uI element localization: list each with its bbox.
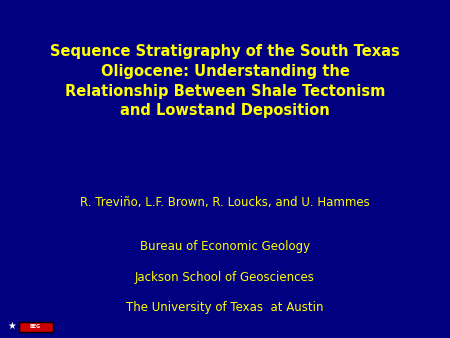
Text: BEG: BEG — [30, 324, 41, 329]
Text: Sequence Stratigraphy of the South Texas
Oligocene: Understanding the
Relationsh: Sequence Stratigraphy of the South Texas… — [50, 44, 400, 118]
Text: R. Treviño, L.F. Brown, R. Loucks, and U. Hammes: R. Treviño, L.F. Brown, R. Loucks, and U… — [80, 196, 370, 209]
Text: ★: ★ — [7, 321, 16, 331]
Text: Jackson School of Geosciences: Jackson School of Geosciences — [135, 271, 315, 284]
Text: The University of Texas  at Austin: The University of Texas at Austin — [126, 301, 324, 314]
Text: Bureau of Economic Geology: Bureau of Economic Geology — [140, 240, 310, 253]
FancyBboxPatch shape — [19, 322, 53, 332]
